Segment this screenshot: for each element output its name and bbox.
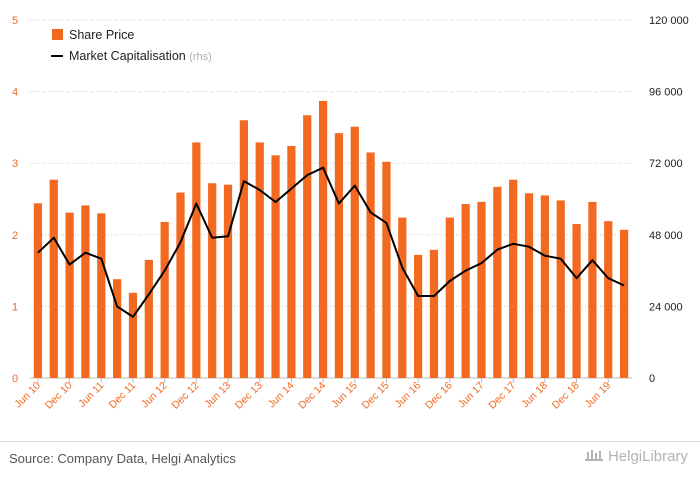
share-price-bar <box>255 142 264 378</box>
y-left-tick-label: 0 <box>12 373 18 385</box>
x-tick-label: Jun 18 <box>519 380 550 411</box>
y-left-tick-label: 4 <box>12 87 18 99</box>
share-price-bar <box>509 179 518 378</box>
share-price-bar <box>524 193 534 378</box>
y-right-tick-label: 24 000 <box>649 301 683 313</box>
legend-swatch-share-price <box>52 29 63 40</box>
share-price-bar <box>604 221 613 378</box>
x-tick-label: Jun 19 <box>583 380 614 411</box>
share-price-bar <box>113 279 122 378</box>
x-tick-label: Dec 12 <box>169 380 201 412</box>
share-price-bar <box>239 120 248 379</box>
share-price-bar <box>208 183 217 378</box>
x-tick-label: Dec 17 <box>486 380 518 412</box>
share-price-bar <box>493 186 502 378</box>
share-price-bar <box>382 161 391 378</box>
share-price-bar <box>223 184 233 378</box>
legend-rhs-note: (rhs) <box>189 51 212 63</box>
footer-divider <box>0 441 700 442</box>
y-right-tick-label: 96 000 <box>649 87 683 99</box>
share-price-bar <box>461 204 470 378</box>
share-price-bar <box>556 200 565 378</box>
share-price-bar <box>445 217 454 378</box>
x-tick-label: Dec 14 <box>296 380 328 412</box>
share-price-bar <box>588 201 597 378</box>
x-tick-label: Dec 16 <box>423 380 455 412</box>
y-left-tick-label: 3 <box>12 158 18 170</box>
share-price-bar <box>160 221 169 378</box>
share-price-bar <box>414 254 423 378</box>
share-price-bar <box>350 126 359 379</box>
x-tick-label: Jun 11 <box>76 380 106 410</box>
x-tick-label: Dec 18 <box>550 380 582 412</box>
share-price-bar <box>318 100 328 379</box>
share-price-bar <box>65 212 74 378</box>
x-tick-label: Dec 10 <box>43 380 75 412</box>
x-tick-label: Jun 16 <box>392 380 423 411</box>
share-price-bar <box>271 155 280 378</box>
share-price-bar <box>128 292 138 378</box>
x-tick-label: Jun 15 <box>329 380 360 411</box>
share-price-bar <box>144 259 153 378</box>
share-price-bar <box>366 152 375 378</box>
library-icon <box>584 449 603 461</box>
share-price-bar <box>398 217 407 378</box>
share-price-bar <box>192 142 201 378</box>
x-tick-label: Dec 15 <box>360 380 392 412</box>
share-price-bar <box>477 201 486 378</box>
y-right-tick-label: 0 <box>649 373 655 385</box>
y-right-tick-label: 120 000 <box>649 15 689 27</box>
share-price-bar <box>540 195 549 378</box>
legend-label-market-cap: Market Capitalisation (rhs) <box>69 49 212 63</box>
source-note: Source: Company Data, Helgi Analytics <box>9 451 236 466</box>
share-price-bar <box>572 224 581 378</box>
share-price-bar <box>334 133 344 378</box>
x-tick-label: Jun 14 <box>266 380 297 411</box>
x-tick-label: Jun 13 <box>202 380 233 411</box>
brand-logo: HelgiLibrary <box>584 448 688 465</box>
share-price-bar <box>303 115 312 378</box>
share-price-bar <box>97 213 106 378</box>
share-price-bar <box>33 203 43 378</box>
share-price-bar <box>49 179 58 378</box>
chart: 0 0 1 24 000 2 48 000 3 72 000 4 96 000 5 120 000 Ju… <box>12 15 689 412</box>
y-left-tick-label: 1 <box>12 301 18 313</box>
brand-name: HelgiLibrary <box>607 448 688 465</box>
x-tick-label: Dec 13 <box>233 380 265 412</box>
legend-label-share-price: Share Price <box>69 28 134 42</box>
x-tick-label: Jun 17 <box>456 380 487 411</box>
y-left-tick-label: 5 <box>12 15 18 27</box>
y-right-tick-label: 72 000 <box>649 158 683 170</box>
x-tick-label: Dec 11 <box>107 380 139 412</box>
share-price-bar <box>176 192 185 378</box>
y-right-tick-label: 48 000 <box>649 230 683 242</box>
share-price-bar <box>81 205 90 378</box>
x-tick-label: Jun 12 <box>139 380 170 411</box>
share-price-bar <box>287 146 296 378</box>
market-cap-line <box>37 166 625 318</box>
y-left-tick-label: 2 <box>12 230 18 242</box>
share-price-bar <box>429 249 439 378</box>
share-price-bar <box>619 229 629 378</box>
